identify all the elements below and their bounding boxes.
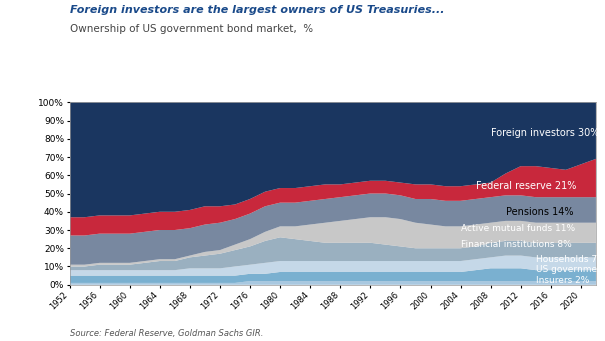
Text: Source: Federal Reserve, Goldman Sachs GIR.: Source: Federal Reserve, Goldman Sachs G… (70, 329, 263, 338)
Text: Ownership of US government bond market,  %: Ownership of US government bond market, … (70, 24, 313, 34)
Text: Financial institutions 8%: Financial institutions 8% (460, 240, 571, 249)
Text: Households 7%: Households 7% (536, 255, 605, 264)
Text: Insurers 2%: Insurers 2% (536, 276, 589, 285)
Text: Foreign investors 30%: Foreign investors 30% (491, 128, 599, 138)
Text: Federal reserve 21%: Federal reserve 21% (476, 181, 576, 191)
Text: Pensions 14%: Pensions 14% (506, 207, 573, 217)
Text: Active mutual funds 11%: Active mutual funds 11% (460, 224, 575, 233)
Text: Foreign investors are the largest owners of US Treasuries...: Foreign investors are the largest owners… (70, 5, 444, 15)
Text: US government 6%: US government 6% (536, 265, 605, 274)
